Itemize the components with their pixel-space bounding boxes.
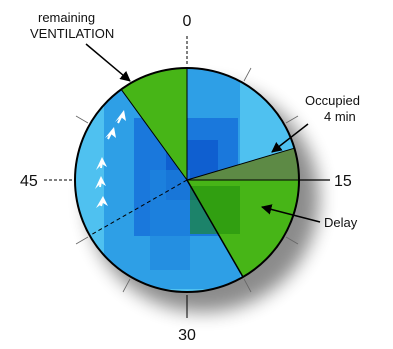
tick-minor xyxy=(75,115,89,124)
delay-pointer xyxy=(260,204,321,223)
dial-mark-0: 0 xyxy=(183,13,192,30)
timer-hand xyxy=(186,179,244,278)
remaining-ventilation-pointer xyxy=(85,43,131,82)
dial-mark-30: 30 xyxy=(178,327,196,344)
tick-minor xyxy=(243,278,252,293)
dial-sector-divider xyxy=(120,89,188,181)
tick-minor xyxy=(75,236,89,245)
tick-minor xyxy=(243,67,252,82)
dial-mark-15: 15 xyxy=(334,173,352,190)
dial-outline xyxy=(74,67,300,293)
occupied-label-line2: 4 min xyxy=(324,109,356,124)
occupied-label-line1: Occupied xyxy=(305,93,360,108)
remaining-ventilation-sector xyxy=(121,68,187,180)
dial-sector-divider xyxy=(186,147,295,181)
tick-minor xyxy=(122,278,131,293)
delay-label: Delay xyxy=(324,215,358,230)
remaining-ventilation-label-line2: VENTILATION xyxy=(30,26,114,41)
dashed-reference-line xyxy=(88,179,188,237)
remaining-ventilation-label-line1: remaining xyxy=(38,10,95,25)
dial-ticks xyxy=(44,36,330,318)
dial-mark-45: 45 xyxy=(20,173,38,190)
tick-minor xyxy=(285,236,299,245)
occupied-pointer xyxy=(271,123,309,153)
tick-minor xyxy=(285,115,299,124)
